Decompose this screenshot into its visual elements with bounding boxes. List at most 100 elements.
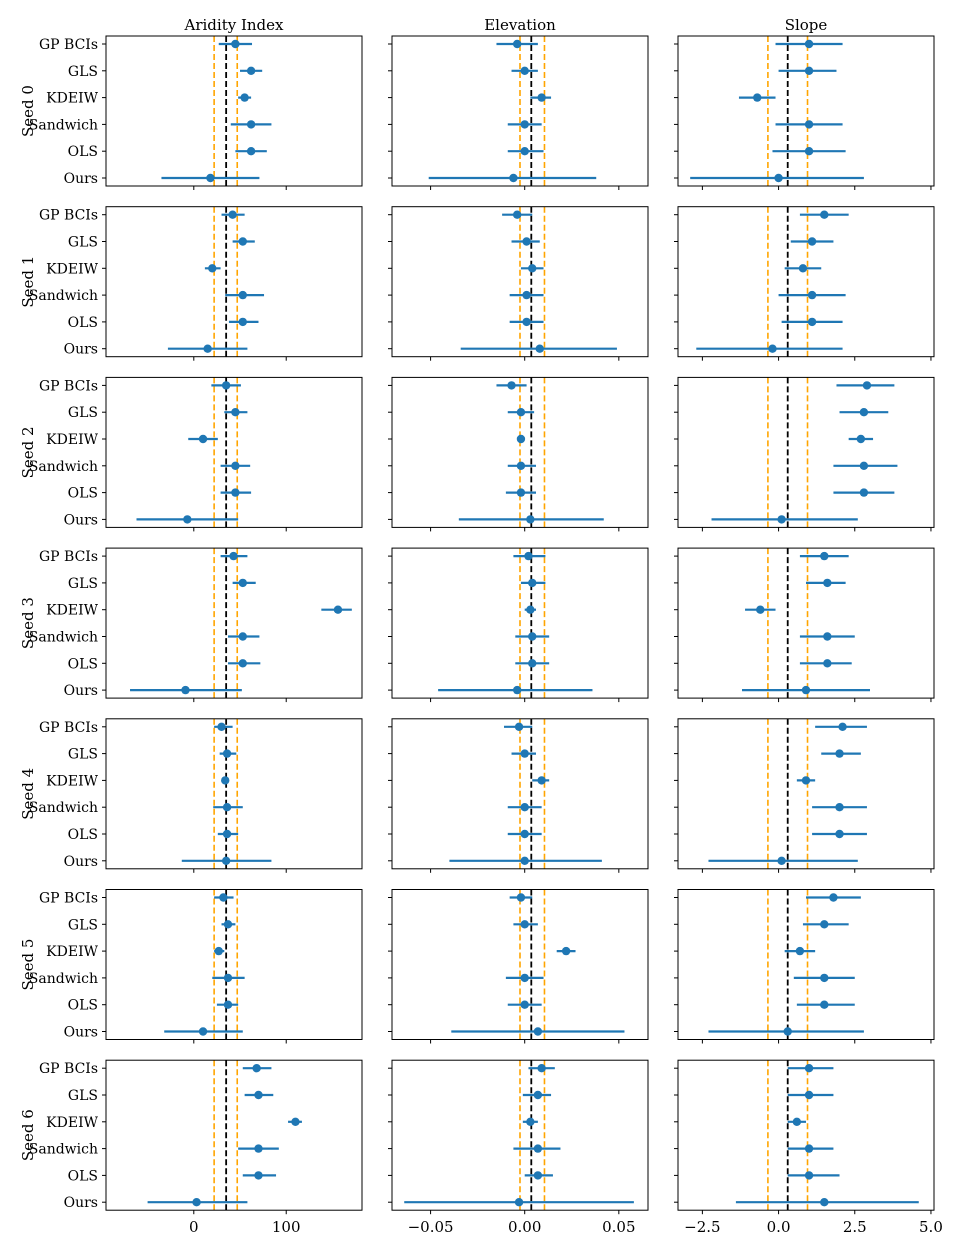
panel-aridity-index-seed-5: GP BCIs GLS KDEIW Sandwich OLS Ours Seed 5 — [19, 889, 363, 1044]
estimate-point-kdeiw — [856, 434, 866, 444]
estimate-point-kdeiw — [795, 946, 805, 956]
estimate-point-ours — [509, 173, 518, 183]
estimate-point-sandwich — [520, 120, 529, 129]
method-label-ols: OLS — [68, 1168, 98, 1184]
panel-frame — [105, 718, 363, 870]
estimate-point-ours — [777, 515, 786, 524]
estimate-point-gp-bcis — [221, 381, 231, 390]
estimate-point-ols — [516, 488, 526, 497]
estimate-point-sandwich — [520, 973, 529, 983]
estimate-point-ours — [183, 515, 192, 524]
estimate-point-ours — [203, 344, 212, 353]
panel-frame — [105, 376, 363, 528]
estimate-point-ols — [254, 1171, 263, 1180]
estimate-point-gp-bcis — [514, 722, 524, 731]
estimate-point-sandwich — [859, 461, 869, 470]
panel-slope-seed-4 — [674, 718, 935, 873]
method-label-gls: GLS — [68, 235, 98, 251]
estimate-point-ols — [807, 317, 817, 327]
estimate-point-gp-bcis — [229, 551, 238, 561]
method-label-sandwich: Sandwich — [29, 971, 98, 987]
x-tick-label: −2.5 — [684, 1218, 720, 1236]
panel-slope-seed-5 — [674, 889, 935, 1044]
method-label-ols: OLS — [68, 656, 98, 672]
estimate-point-ols — [223, 1000, 233, 1009]
method-label-gp-bcis: GP BCIs — [39, 891, 98, 907]
estimate-point-gp-bcis — [862, 381, 872, 390]
estimate-point-gls — [516, 408, 526, 417]
seed-label-4: Seed 4 — [19, 768, 37, 820]
estimate-point-ols — [835, 829, 844, 839]
panel-frame — [391, 718, 649, 870]
estimate-point-sandwich — [835, 803, 844, 812]
estimate-point-gp-bcis — [512, 39, 522, 49]
estimate-point-gp-bcis — [228, 210, 237, 219]
method-label-sandwich: Sandwich — [29, 1142, 98, 1158]
estimate-point-kdeiw — [801, 776, 811, 785]
panel-slope-seed-6: −2.5 0.0 2.5 5.0 — [674, 1059, 943, 1236]
estimate-point-ours — [206, 173, 215, 183]
estimate-point-sandwich — [820, 973, 829, 983]
estimate-point-kdeiw — [221, 776, 230, 785]
estimate-point-sandwich — [246, 120, 256, 129]
x-tick-label: 100 — [272, 1218, 301, 1236]
x-tick-label: 0.00 — [508, 1218, 541, 1236]
method-label-ours: Ours — [64, 854, 98, 870]
method-label-kdeiw: KDEIW — [46, 773, 98, 789]
method-label-sandwich: Sandwich — [29, 288, 98, 304]
estimate-point-kdeiw — [333, 605, 343, 614]
estimate-point-ours — [512, 685, 522, 695]
estimate-point-kdeiw — [208, 264, 217, 273]
method-label-ols: OLS — [68, 144, 98, 160]
estimate-point-ols — [804, 1171, 814, 1180]
method-label-kdeiw: KDEIW — [46, 1115, 98, 1131]
estimate-point-kdeiw — [528, 264, 537, 273]
estimate-point-ours — [768, 344, 777, 353]
estimate-point-ours — [535, 344, 544, 353]
method-label-sandwich: Sandwich — [29, 630, 98, 646]
estimate-point-gls — [820, 920, 829, 929]
seed-label-6: Seed 6 — [19, 1109, 37, 1161]
estimate-point-ours — [221, 856, 231, 865]
panel-frame — [677, 889, 935, 1040]
method-label-gp-bcis: GP BCIs — [39, 208, 98, 224]
estimate-point-ols — [528, 659, 537, 668]
seed-label-3: Seed 3 — [19, 597, 37, 649]
panel-aridity-index-seed-1: GP BCIs GLS KDEIW Sandwich OLS Ours Seed 1 — [19, 206, 363, 361]
method-label-gp-bcis: GP BCIs — [39, 720, 98, 736]
method-label-ours: Ours — [64, 683, 98, 699]
estimate-point-sandwich — [238, 632, 247, 641]
method-label-ols: OLS — [68, 998, 98, 1014]
estimate-point-kdeiw — [240, 93, 249, 102]
panel-frame — [105, 547, 363, 699]
panel-elevation-seed-6: −0.05 0.00 0.05 — [388, 1059, 649, 1236]
panel-slope-seed-0 — [674, 35, 935, 190]
panel-frame — [677, 1059, 935, 1211]
method-label-ours: Ours — [64, 342, 98, 358]
x-tick-label: 0 — [189, 1218, 199, 1236]
method-label-kdeiw: KDEIW — [46, 432, 98, 448]
estimate-point-kdeiw — [753, 93, 762, 102]
panel-elevation-seed-4 — [388, 718, 649, 873]
estimate-point-gls — [804, 1090, 814, 1100]
method-label-gls: GLS — [68, 1088, 98, 1104]
panel-slope-seed-2 — [674, 376, 935, 532]
method-label-ours: Ours — [64, 512, 98, 528]
estimate-point-ols — [246, 147, 256, 156]
method-label-ols: OLS — [68, 315, 98, 331]
estimate-point-ours — [526, 515, 535, 524]
method-label-kdeiw: KDEIW — [46, 944, 98, 960]
panel-slope-seed-3 — [674, 547, 935, 703]
estimate-point-kdeiw — [198, 434, 208, 444]
panel-frame — [391, 1059, 649, 1211]
x-tick-label: −0.05 — [408, 1218, 454, 1236]
estimate-point-gp-bcis — [829, 893, 838, 902]
estimate-point-sandwich — [516, 461, 526, 470]
estimate-point-gls — [522, 237, 531, 246]
panel-frame — [677, 35, 935, 187]
x-tick-label: 5.0 — [919, 1218, 943, 1236]
estimate-point-sandwich — [520, 803, 529, 812]
method-label-ols: OLS — [68, 827, 98, 843]
method-label-ours: Ours — [64, 1025, 98, 1041]
estimate-point-ours — [820, 1198, 829, 1207]
